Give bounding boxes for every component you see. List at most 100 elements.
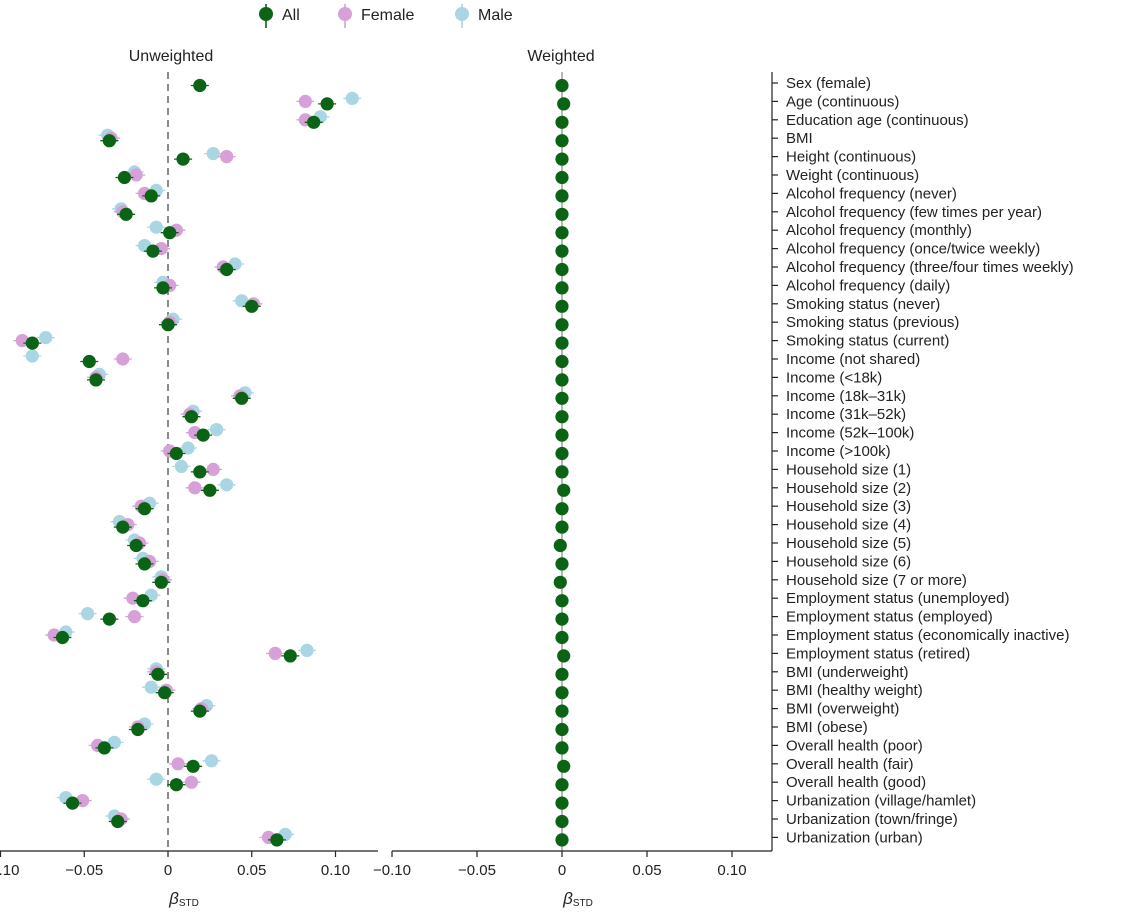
point-male <box>149 772 163 786</box>
variable-label: Weight (continuous) <box>786 167 919 184</box>
point-male <box>181 441 195 455</box>
variable-label: Income (31k–52k) <box>786 406 906 423</box>
point-all <box>555 741 569 755</box>
point-all <box>184 410 199 424</box>
x-tick-label: −0.05 <box>458 862 496 879</box>
point-all <box>235 391 249 405</box>
variable-label: Income (>100k) <box>786 443 891 460</box>
point-all <box>557 649 571 663</box>
x-axis-title-subscript: STD <box>179 898 199 909</box>
point-all <box>555 502 569 516</box>
point-female <box>188 481 202 495</box>
point-all <box>555 189 569 203</box>
point-male <box>174 459 188 473</box>
x-axis-title: βSTD <box>168 889 199 909</box>
point-all <box>555 446 569 461</box>
point-female <box>15 334 29 348</box>
variable-label: BMI (healthy weight) <box>786 682 923 699</box>
point-all <box>307 115 321 129</box>
variable-label: Smoking status (previous) <box>786 314 959 331</box>
point-all <box>555 520 569 534</box>
point-all <box>220 262 234 277</box>
legend: All Female Male <box>259 4 513 28</box>
point-all <box>89 373 103 387</box>
point-all <box>555 262 569 277</box>
point-male <box>25 349 39 363</box>
x-tick-label: 0.05 <box>632 862 661 879</box>
point-all <box>25 336 39 350</box>
point-all <box>555 391 569 405</box>
variable-label: Income (18k–31k) <box>786 388 906 405</box>
x-tick-label: 0.10 <box>321 862 350 879</box>
legend-label-male: Male <box>478 7 513 24</box>
point-all <box>82 354 96 369</box>
point-all <box>553 575 567 589</box>
point-male <box>39 331 53 345</box>
point-male <box>204 754 219 768</box>
point-all <box>555 78 569 93</box>
point-all <box>270 833 284 847</box>
point-all <box>129 538 143 553</box>
point-all <box>555 318 569 332</box>
x-tick-label: −0.10 <box>373 862 411 879</box>
variable-label: Urbanization (town/fringe) <box>786 811 958 828</box>
point-all <box>555 594 569 608</box>
legend-marker-all <box>259 7 273 21</box>
point-male <box>107 735 121 750</box>
point-all <box>116 520 130 534</box>
variable-label: Income (not shared) <box>786 351 920 368</box>
point-all <box>555 686 569 700</box>
point-male <box>345 91 359 105</box>
point-all <box>169 446 183 461</box>
point-male <box>81 607 95 621</box>
point-male <box>206 147 220 161</box>
point-all <box>555 814 569 829</box>
point-female <box>184 775 199 789</box>
x-axis-title-subscript: STD <box>573 898 593 909</box>
point-all <box>555 281 569 295</box>
point-male <box>220 478 234 492</box>
point-male <box>300 643 314 658</box>
point-all <box>55 630 70 645</box>
point-male <box>149 220 163 234</box>
point-all <box>555 428 569 442</box>
point-all <box>163 226 177 240</box>
point-all <box>137 502 152 516</box>
point-female <box>206 462 220 476</box>
x-axis-titles: βSTD βSTD <box>168 889 593 909</box>
point-all <box>193 465 207 479</box>
point-all <box>557 483 571 497</box>
variable-label: Alcohol frequency (three/four times week… <box>786 259 1074 276</box>
point-all <box>555 152 569 166</box>
legend-marker-female <box>338 7 352 21</box>
x-axis-title: βSTD <box>562 889 593 909</box>
point-female <box>126 591 140 605</box>
point-all <box>137 557 152 571</box>
point-all <box>555 299 569 313</box>
point-all <box>555 170 569 185</box>
point-female <box>75 794 90 808</box>
variable-label: Overall health (good) <box>786 774 926 791</box>
variable-label: Alcohol frequency (few times per year) <box>786 204 1042 221</box>
x-tick-label: 0 <box>164 862 172 879</box>
point-all <box>196 428 210 442</box>
legend-marker-male <box>455 7 469 21</box>
point-all <box>555 557 569 571</box>
variable-label: Alcohol frequency (monthly) <box>786 222 972 239</box>
variable-label: Sex (female) <box>786 75 871 92</box>
variable-label: Smoking status (never) <box>786 296 940 313</box>
variable-label: Employment status (employed) <box>786 609 993 626</box>
point-all <box>156 281 170 295</box>
x-tick-label: 0.10 <box>717 862 746 879</box>
point-all <box>555 226 569 240</box>
point-all <box>186 759 200 773</box>
point-all <box>102 134 116 148</box>
point-all <box>553 538 567 553</box>
variable-label: BMI <box>786 130 813 147</box>
point-all <box>131 722 145 737</box>
point-all <box>555 134 569 148</box>
variable-label: Household size (4) <box>786 517 911 534</box>
point-all <box>555 336 569 350</box>
variable-label: Height (continuous) <box>786 149 916 166</box>
